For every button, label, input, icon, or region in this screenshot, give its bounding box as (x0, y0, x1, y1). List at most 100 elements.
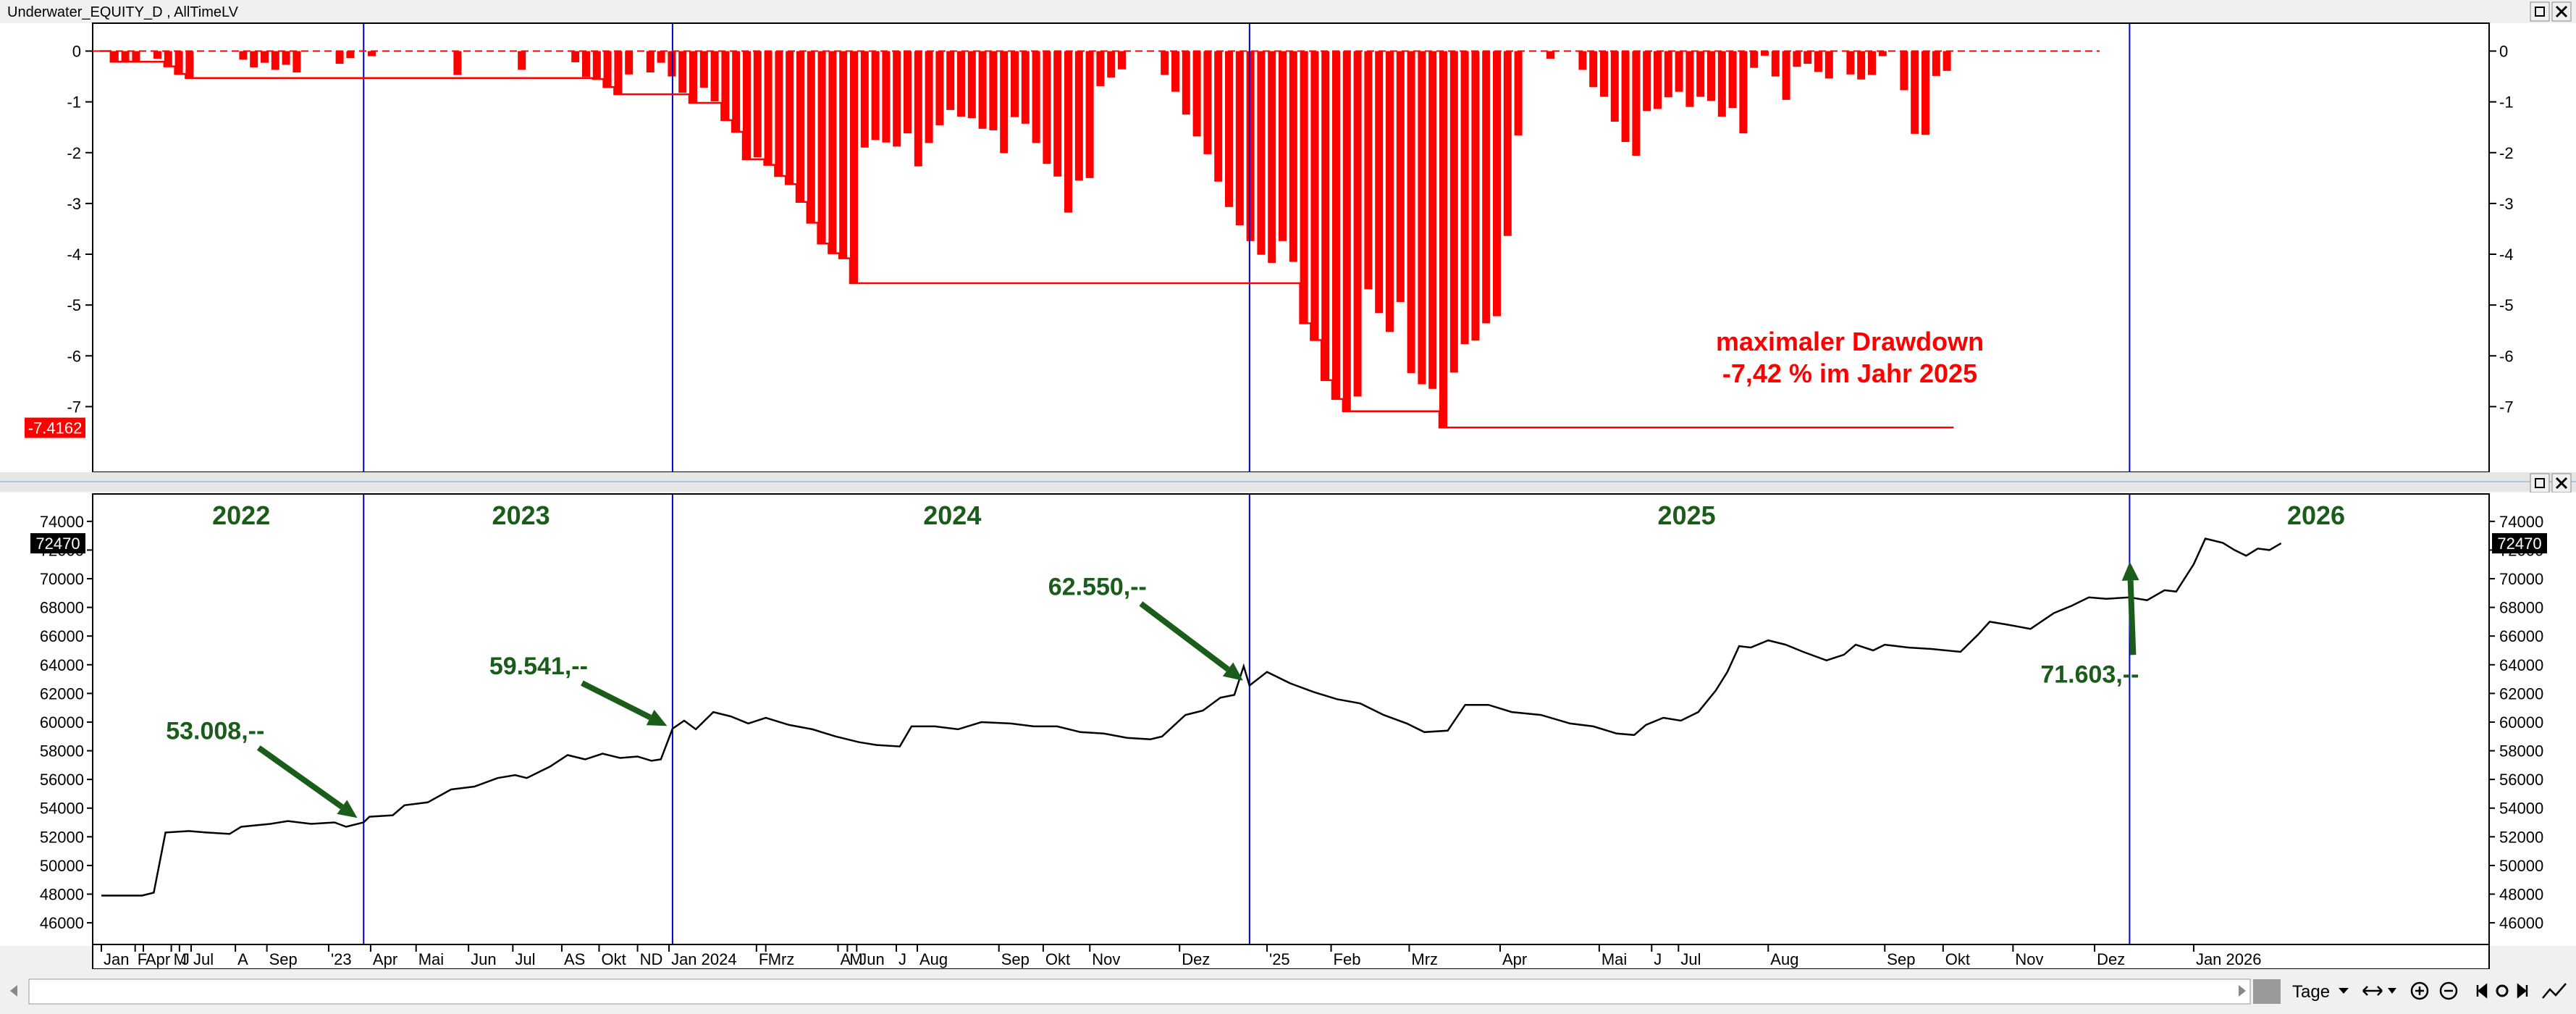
annotation-label: 62.550,-- (1048, 573, 1147, 600)
drawdown-bar (592, 51, 601, 80)
drawdown-bar (282, 51, 290, 65)
jump-end-button[interactable] (2517, 983, 2528, 999)
drawdown-bar (1171, 51, 1179, 92)
zoom-in-button[interactable] (2410, 981, 2429, 1000)
drawdown-bar (871, 51, 880, 141)
pane-splitter[interactable] (0, 472, 2576, 491)
drawdown-bar (1300, 51, 1308, 324)
max-drawdown-line (100, 50, 1954, 429)
x-tick-label: F (138, 950, 147, 968)
year-labels: 2022 2023 2024 2025 2026 (212, 500, 2345, 530)
drawdown-bar (743, 51, 751, 159)
drawdown-bar (764, 51, 773, 165)
value-annotation: 62.550,-- (1048, 573, 1243, 681)
period-label: Tage (2292, 982, 2330, 1002)
drawdown-bar (957, 51, 965, 117)
drawdown-bar (689, 51, 697, 104)
zoom-in-icon (2410, 981, 2429, 1000)
scroll-left-button[interactable] (10, 985, 17, 997)
y-tick-label: 68000 (40, 599, 84, 617)
equity-last-value-badge-left: 72470 (30, 533, 85, 554)
drawdown-bar (1911, 51, 1919, 134)
drawdown-bar (1386, 51, 1394, 332)
annotation-arrowhead (646, 709, 668, 726)
drawdown-pane: 0-1-2-3-4-5-6-7 0-1-2-3-4-5-6-7 -7.4162 … (0, 22, 2576, 473)
drawdown-bar (1235, 51, 1244, 226)
equity-last-value-left: 72470 (35, 535, 80, 553)
jump-start-button[interactable] (2476, 983, 2488, 999)
x-tick-label: Mai (418, 950, 444, 968)
drawdown-bar (786, 51, 794, 185)
y-tick-label: 70000 (40, 570, 84, 588)
drawdown-bar (1428, 51, 1437, 389)
drawdown-bar (1192, 51, 1201, 137)
drawdown-bar (1750, 51, 1759, 68)
y-tick-label: 54000 (2499, 800, 2543, 818)
drawdown-bar (1246, 51, 1255, 241)
y-tick-label: 54000 (40, 800, 84, 818)
annotation-label: 71.603,-- (2040, 661, 2139, 688)
scroll-right-button[interactable] (2239, 985, 2246, 997)
drawdown-bar (1600, 51, 1608, 97)
drawdown-bar (1064, 51, 1072, 213)
close-pane-button[interactable] (2551, 473, 2572, 493)
x-tick-label: Jan 2024 (671, 950, 737, 968)
y-tick-label: -3 (2499, 195, 2514, 213)
zoom-width-button[interactable] (2362, 986, 2396, 996)
x-tick-label: A (237, 950, 248, 968)
drawdown-right-axis: 0 -1 -2 -3 -4 -5 -6 -7 (2489, 43, 2514, 416)
y-tick-label: 62000 (2499, 684, 2543, 703)
drawdown-bar (1439, 51, 1447, 428)
drawdown-bar (1289, 51, 1297, 262)
scrollbar-thumb[interactable] (2253, 979, 2281, 1004)
x-tick-label: Okt (1045, 950, 1070, 968)
max-drawdown-annotation-line2: -7,42 % im Jahr 2025 (1722, 359, 1977, 388)
drawdown-bar (732, 51, 741, 133)
y-tick-label: -5 (2499, 296, 2514, 314)
drawdown-bar (1717, 51, 1726, 117)
x-tick-label: Aug (919, 950, 948, 968)
zoom-out-button[interactable] (2439, 981, 2458, 1000)
y-tick-label: 70000 (2499, 570, 2543, 588)
year-label: 2023 (492, 500, 550, 530)
y-tick-label: 66000 (40, 627, 84, 645)
x-tick-label: F (759, 950, 768, 968)
drawdown-bar (1696, 51, 1705, 97)
year-label: 2024 (923, 500, 981, 530)
drawdown-bar (1321, 51, 1330, 380)
drawdown-bar (1396, 51, 1405, 302)
close-window-button[interactable] (2551, 1, 2572, 22)
drawdown-bar (860, 51, 869, 148)
drawdown-bar (1739, 51, 1748, 134)
drawdown-bar (335, 51, 344, 64)
skip-forward-icon (2517, 983, 2528, 999)
drawdown-bar (1814, 51, 1822, 72)
drawdown-bar (1932, 51, 1940, 76)
settings-button[interactable] (2496, 984, 2509, 997)
drawdown-bar (185, 51, 194, 78)
x-tick-label: Mrz (768, 950, 795, 968)
period-dropdown[interactable]: Tage (2292, 982, 2349, 1002)
chart-style-button[interactable] (2542, 983, 2567, 999)
drawdown-bar (775, 51, 783, 177)
drawdown-bar (1610, 51, 1619, 122)
drawdown-bar (967, 51, 976, 119)
max-drawdown-annotation-line1: maximaler Drawdown (1716, 327, 1984, 356)
drawdown-bar (174, 51, 183, 75)
x-tick-label: Jul (193, 950, 214, 968)
restore-window-button[interactable] (2530, 1, 2550, 22)
drawdown-bar (1846, 51, 1855, 75)
drawdown-last-value: -7.4162 (28, 419, 83, 437)
x-tick-label: Apr (146, 950, 170, 968)
drawdown-year-separators (363, 24, 2131, 472)
horizontal-scrollbar-track[interactable] (28, 979, 2251, 1005)
drawdown-bar (1225, 51, 1233, 207)
drawdown-bar (904, 51, 912, 134)
restore-pane-button[interactable] (2530, 473, 2550, 493)
drawdown-bar (1793, 51, 1801, 67)
drawdown-bar (1654, 51, 1662, 109)
drawdown-bar (839, 51, 848, 259)
annotation-label: 59.541,-- (489, 653, 588, 680)
drawdown-bar (893, 51, 901, 147)
